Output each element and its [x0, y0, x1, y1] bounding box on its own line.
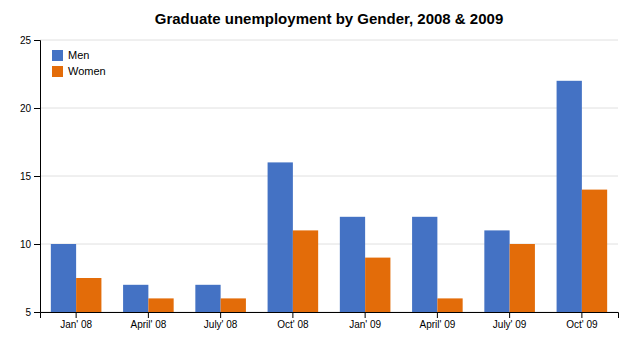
- x-tick-mark: [365, 312, 366, 318]
- x-tick-mark: [581, 312, 582, 318]
- x-tick-label: Oct' 09: [566, 319, 598, 330]
- y-tick: 20: [20, 103, 40, 114]
- x-tick: Jan' 08: [60, 312, 92, 330]
- x-tick: Jan' 09: [349, 312, 381, 330]
- x-tick-label: Jan' 08: [60, 319, 92, 330]
- bar: [557, 81, 582, 312]
- x-tick-label: Jan' 09: [349, 319, 381, 330]
- chart: Jan' 08 April' 08 July' 08 Oct' 08 Jan' 09 Ap…: [0, 0, 633, 342]
- y-tick-label: 10: [20, 239, 32, 250]
- x-tick-label: April' 08: [130, 319, 166, 330]
- x-tick-label: July' 08: [204, 319, 238, 330]
- bar: [293, 230, 318, 312]
- x-tick: April' 08: [130, 312, 166, 330]
- legend-label: Men: [68, 49, 89, 61]
- x-tick-mark: [509, 312, 510, 318]
- x-tick-label: July' 09: [493, 319, 527, 330]
- y-axis: 5 10 15 20 25: [20, 35, 41, 318]
- x-tick: Oct' 09: [566, 312, 598, 330]
- y-tick-label: 20: [20, 103, 32, 114]
- x-tick-mark: [220, 312, 221, 318]
- x-tick: April' 09: [419, 312, 455, 330]
- y-tick-mark: [34, 244, 40, 245]
- y-tick-label: 15: [20, 171, 32, 182]
- legend-item: Women: [52, 65, 106, 77]
- bar: [365, 258, 390, 312]
- legend-item: Men: [52, 49, 89, 61]
- bar: [123, 285, 148, 312]
- y-tick-mark: [34, 40, 40, 41]
- bar-series: [76, 190, 607, 312]
- bars: [51, 81, 607, 312]
- y-tick: 10: [20, 239, 40, 250]
- plot: Jan' 08 April' 08 July' 08 Oct' 08 Jan' 09 Ap…: [20, 35, 619, 342]
- y-tick-mark: [34, 176, 40, 177]
- x-tick-mark: [76, 312, 77, 318]
- bar: [268, 162, 293, 312]
- x-tick: July' 09: [493, 312, 527, 330]
- y-tick: 25: [20, 35, 40, 46]
- x-tick-mark: [437, 312, 438, 318]
- x-tick-mark: [148, 312, 149, 318]
- y-axis-line: [34, 41, 41, 313]
- legend: Men Women: [44, 42, 114, 86]
- bar: [51, 244, 76, 312]
- bar: [412, 217, 437, 312]
- bar: [510, 244, 535, 312]
- bar-series: [51, 81, 582, 312]
- y-tick: 5: [25, 307, 40, 318]
- legend-swatch: [52, 50, 63, 61]
- x-tick-label: Oct' 08: [277, 319, 309, 330]
- legend-label: Women: [68, 65, 106, 77]
- bar: [582, 190, 607, 312]
- x-tick-mark: [292, 312, 293, 318]
- x-axis-line: [41, 313, 619, 319]
- bar: [76, 278, 101, 312]
- bar: [221, 298, 246, 312]
- bar: [340, 217, 365, 312]
- grid-line: [40, 176, 618, 177]
- y-tick: 15: [20, 171, 40, 182]
- bar: [148, 298, 173, 312]
- x-axis: Jan' 08 April' 08 July' 08 Oct' 08 Jan' 09 Ap…: [41, 312, 619, 330]
- bar: [437, 298, 462, 312]
- legend-background: [44, 42, 114, 86]
- title: Graduate unemployment by Gender, 2008 & …: [155, 10, 503, 27]
- y-tick-mark: [34, 108, 40, 109]
- grid-line: [40, 40, 618, 41]
- y-tick-mark: [34, 312, 40, 313]
- y-tick-label: 5: [25, 307, 31, 318]
- x-tick-label: April' 09: [419, 319, 455, 330]
- bar: [195, 285, 220, 312]
- legend-swatch: [52, 66, 63, 77]
- grid-line: [40, 108, 618, 109]
- bar: [484, 230, 509, 312]
- x-tick: July' 08: [204, 312, 238, 330]
- x-tick: Oct' 08: [277, 312, 309, 330]
- y-tick-label: 25: [20, 35, 32, 46]
